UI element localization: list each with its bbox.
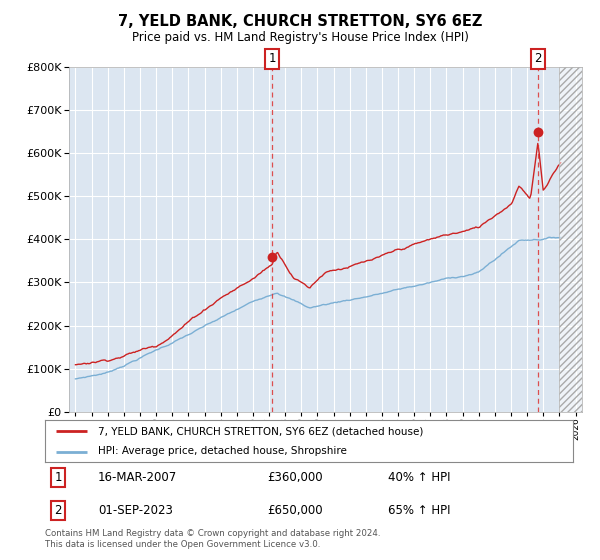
Text: 1: 1 [269, 53, 276, 66]
Text: Price paid vs. HM Land Registry's House Price Index (HPI): Price paid vs. HM Land Registry's House … [131, 31, 469, 44]
Point [268, 252, 277, 261]
Bar [559, 67, 582, 412]
Bar [559, 67, 582, 412]
Text: Contains HM Land Registry data © Crown copyright and database right 2024.
This d: Contains HM Land Registry data © Crown c… [45, 529, 380, 549]
Text: 2: 2 [55, 504, 62, 517]
Text: 1: 1 [55, 471, 62, 484]
Point [533, 127, 543, 136]
Text: 01-SEP-2023: 01-SEP-2023 [98, 504, 173, 517]
Text: 40% ↑ HPI: 40% ↑ HPI [388, 471, 451, 484]
Text: 7, YELD BANK, CHURCH STRETTON, SY6 6EZ: 7, YELD BANK, CHURCH STRETTON, SY6 6EZ [118, 14, 482, 29]
Text: 65% ↑ HPI: 65% ↑ HPI [388, 504, 451, 517]
Text: 16-MAR-2007: 16-MAR-2007 [98, 471, 177, 484]
Text: HPI: Average price, detached house, Shropshire: HPI: Average price, detached house, Shro… [98, 446, 347, 456]
Text: 2: 2 [534, 53, 542, 66]
Text: £650,000: £650,000 [267, 504, 322, 517]
Text: 7, YELD BANK, CHURCH STRETTON, SY6 6EZ (detached house): 7, YELD BANK, CHURCH STRETTON, SY6 6EZ (… [98, 426, 423, 436]
Text: £360,000: £360,000 [267, 471, 322, 484]
Bar [559, 67, 582, 412]
